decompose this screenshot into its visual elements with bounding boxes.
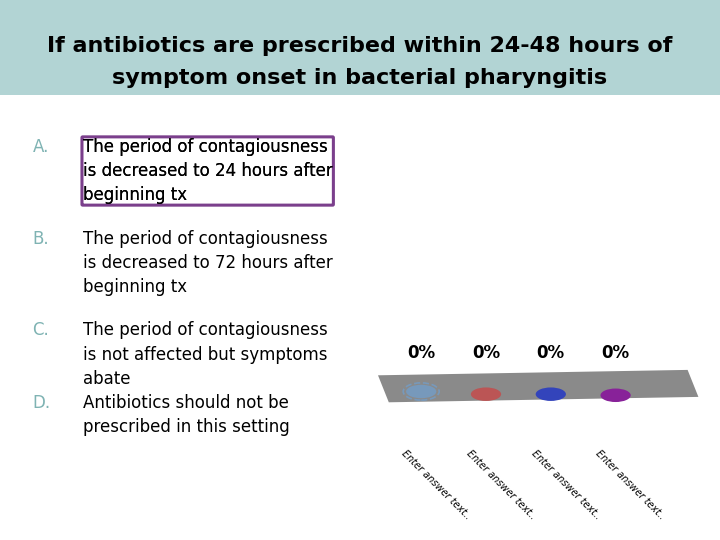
Text: The period of contagiousness
is decreased to 72 hours after
beginning tx: The period of contagiousness is decrease…	[83, 230, 333, 296]
Ellipse shape	[536, 388, 566, 401]
Text: C.: C.	[32, 321, 49, 339]
Text: 0%: 0%	[472, 344, 500, 362]
Text: Enter answer text..: Enter answer text..	[529, 448, 603, 521]
Polygon shape	[378, 370, 698, 402]
Text: symptom onset in bacterial pharyngitis: symptom onset in bacterial pharyngitis	[112, 68, 608, 89]
FancyBboxPatch shape	[0, 0, 720, 94]
Ellipse shape	[406, 384, 436, 399]
Text: 0%: 0%	[601, 344, 630, 362]
Text: Antibiotics should not be
prescribed in this setting: Antibiotics should not be prescribed in …	[83, 394, 289, 436]
Text: B.: B.	[32, 230, 49, 247]
Text: A.: A.	[32, 138, 49, 156]
Text: 0%: 0%	[536, 344, 565, 362]
Ellipse shape	[471, 388, 501, 401]
Text: D.: D.	[32, 394, 50, 412]
Text: The period of contagiousness
is decreased to 24 hours after
beginning tx: The period of contagiousness is decrease…	[83, 138, 333, 204]
Text: 0%: 0%	[407, 344, 436, 362]
Text: The period of contagiousness
is not affected but symptoms
abate: The period of contagiousness is not affe…	[83, 321, 328, 388]
Text: If antibiotics are prescribed within 24-48 hours of: If antibiotics are prescribed within 24-…	[48, 36, 672, 56]
Ellipse shape	[600, 389, 631, 402]
Text: Enter answer text..: Enter answer text..	[594, 448, 667, 521]
Text: Enter answer text..: Enter answer text..	[400, 448, 473, 521]
Text: Enter answer text..: Enter answer text..	[464, 448, 538, 521]
Text: The period of contagiousness
is decreased to 24 hours after
beginning tx: The period of contagiousness is decrease…	[83, 138, 333, 204]
